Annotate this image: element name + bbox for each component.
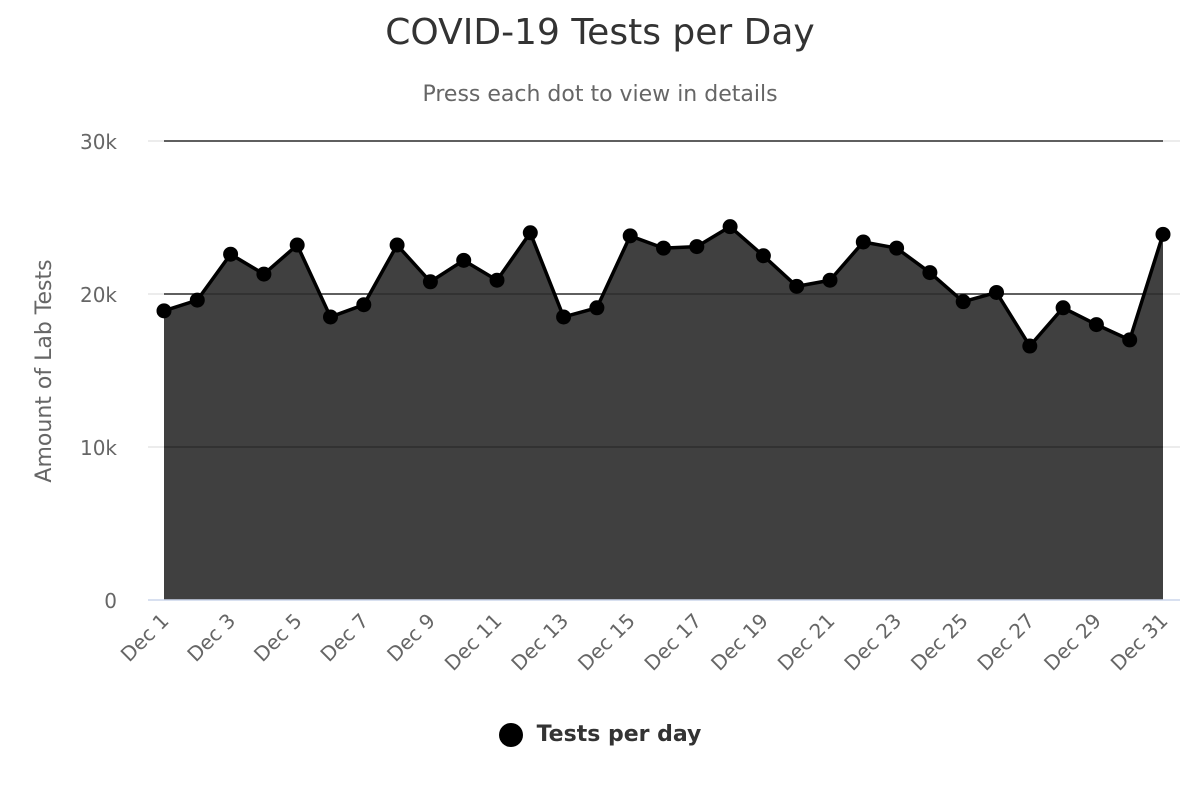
- data-point[interactable]: [356, 297, 372, 313]
- data-point[interactable]: [989, 284, 1004, 300]
- y-tick-label: 0: [104, 589, 117, 613]
- data-point[interactable]: [855, 234, 871, 250]
- x-tick-label: Dec 27: [973, 609, 1040, 676]
- data-point[interactable]: [556, 309, 572, 325]
- data-point[interactable]: [689, 239, 705, 255]
- data-point[interactable]: [1088, 317, 1104, 333]
- y-tick-label: 20k: [80, 283, 117, 307]
- data-point[interactable]: [1122, 332, 1138, 348]
- data-point[interactable]: [256, 266, 272, 282]
- x-axis-ticks: Dec 1 Dec 3 Dec 5 Dec 7 Dec 9 Dec 11 Dec 13 Dec…: [116, 609, 1173, 676]
- x-tick-label: Dec 9: [382, 609, 440, 667]
- x-tick-label: Dec 25: [906, 609, 973, 676]
- data-point[interactable]: [456, 252, 472, 268]
- y-axis-label: Amount of Lab Tests: [32, 259, 57, 482]
- x-tick-label: Dec 11: [440, 609, 507, 676]
- x-tick-label: Dec 3: [182, 609, 240, 667]
- data-point[interactable]: [1155, 226, 1171, 242]
- x-tick-label: Dec 29: [1039, 609, 1106, 676]
- x-tick-label: Dec 15: [573, 609, 640, 676]
- circle-marker-icon: [498, 722, 523, 747]
- data-point[interactable]: [156, 303, 172, 319]
- x-tick-label: Dec 13: [506, 609, 573, 676]
- x-tick-label: Dec 17: [640, 609, 707, 676]
- series-area: [164, 226, 1163, 600]
- y-tick-label: 30k: [80, 130, 117, 154]
- data-point[interactable]: [755, 248, 771, 264]
- legend-label: Tests per day: [536, 722, 702, 747]
- area-layer: [163, 140, 1165, 600]
- data-point[interactable]: [656, 240, 671, 256]
- data-points[interactable]: [156, 219, 1171, 354]
- x-tick-label: Dec 23: [839, 609, 906, 676]
- data-point[interactable]: [1055, 300, 1071, 316]
- data-point[interactable]: [323, 309, 338, 325]
- x-tick-label: Dec 19: [706, 609, 773, 676]
- data-point[interactable]: [422, 274, 438, 290]
- x-tick-label: Dec 1: [116, 609, 174, 667]
- x-tick-label: Dec 31: [1106, 609, 1173, 676]
- data-point[interactable]: [189, 292, 205, 308]
- data-point[interactable]: [789, 278, 805, 294]
- data-point[interactable]: [822, 272, 838, 288]
- data-point[interactable]: [489, 272, 505, 288]
- data-point[interactable]: [889, 240, 905, 256]
- y-axis-ticks: 0 10k 20k 30k: [80, 130, 117, 613]
- data-point[interactable]: [622, 228, 638, 244]
- data-point[interactable]: [722, 219, 738, 235]
- x-tick-label: Dec 21: [773, 609, 840, 676]
- data-point[interactable]: [522, 225, 538, 241]
- x-tick-label: Dec 5: [249, 609, 307, 667]
- data-point[interactable]: [389, 237, 405, 253]
- data-point[interactable]: [223, 246, 239, 262]
- legend[interactable]: Tests per day: [0, 722, 1200, 747]
- data-point[interactable]: [589, 300, 605, 316]
- data-point[interactable]: [955, 294, 971, 310]
- data-point[interactable]: [922, 265, 938, 281]
- data-point[interactable]: [1022, 338, 1038, 354]
- x-tick-label: Dec 7: [315, 609, 373, 667]
- chart-title: COVID-19 Tests per Day: [385, 12, 815, 53]
- chart-subtitle: Press each dot to view in details: [422, 82, 778, 107]
- y-tick-label: 10k: [80, 436, 117, 460]
- data-point[interactable]: [289, 237, 305, 253]
